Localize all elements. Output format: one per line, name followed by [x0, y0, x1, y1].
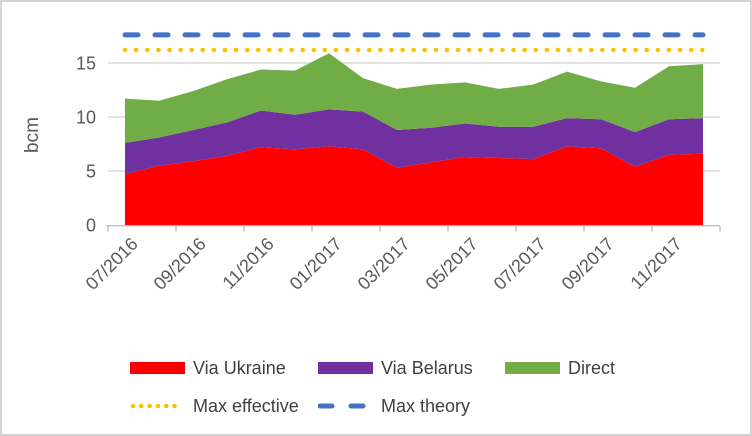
y-tick-label-5: 5	[86, 162, 96, 182]
x-tick-label: 11/2017	[627, 234, 686, 293]
legend-item-direct[interactable]: Direct	[505, 358, 615, 378]
legend-item-max-effective[interactable]: Max effective	[130, 396, 299, 416]
area-via-ukraine[interactable]	[125, 146, 703, 225]
legend-item-via-belarus[interactable]: Via Belarus	[318, 358, 473, 378]
x-tick-label: 07/2017	[490, 234, 550, 294]
legend-label-max-effective: Max effective	[193, 396, 299, 416]
legend-label-max-theory: Max theory	[381, 396, 471, 416]
x-tick-label: 05/2017	[422, 234, 482, 294]
legend-item-max-theory[interactable]: Max theory	[318, 396, 470, 416]
y-tick-label-0: 0	[86, 216, 96, 236]
legend-label-via-ukraine: Via Ukraine	[193, 358, 286, 378]
x-tick-label: 07/2016	[82, 234, 142, 294]
x-tick-label: 09/2017	[558, 234, 618, 294]
x-tick-label: 01/2017	[286, 234, 346, 294]
x-tick-label: 11/2016	[219, 234, 278, 293]
legend-label-direct: Direct	[568, 358, 616, 378]
legend-item-via-ukraine[interactable]: Via Ukraine	[130, 358, 286, 378]
area-direct[interactable]	[125, 53, 703, 143]
via-ukraine-swatch	[130, 362, 185, 374]
x-tick-label: 09/2016	[150, 234, 210, 294]
area-via-belarus[interactable]	[125, 109, 703, 175]
via-belarus-swatch	[318, 362, 373, 374]
max-effective-dotted-line-sample	[130, 403, 185, 409]
y-axis-title: bcm	[22, 117, 43, 153]
max-theory-dashed-line-sample	[318, 403, 373, 409]
chart-plot: 0 5 10 15 07/2016 09/2016 11/2016 01/2017 03/201…	[22, 32, 721, 294]
y-tick-label-10: 10	[76, 108, 96, 128]
x-tick-label: 03/2017	[354, 234, 414, 294]
legend-label-via-belarus: Via Belarus	[381, 358, 473, 378]
y-tick-label-15: 15	[76, 54, 96, 74]
direct-swatch	[505, 362, 560, 374]
